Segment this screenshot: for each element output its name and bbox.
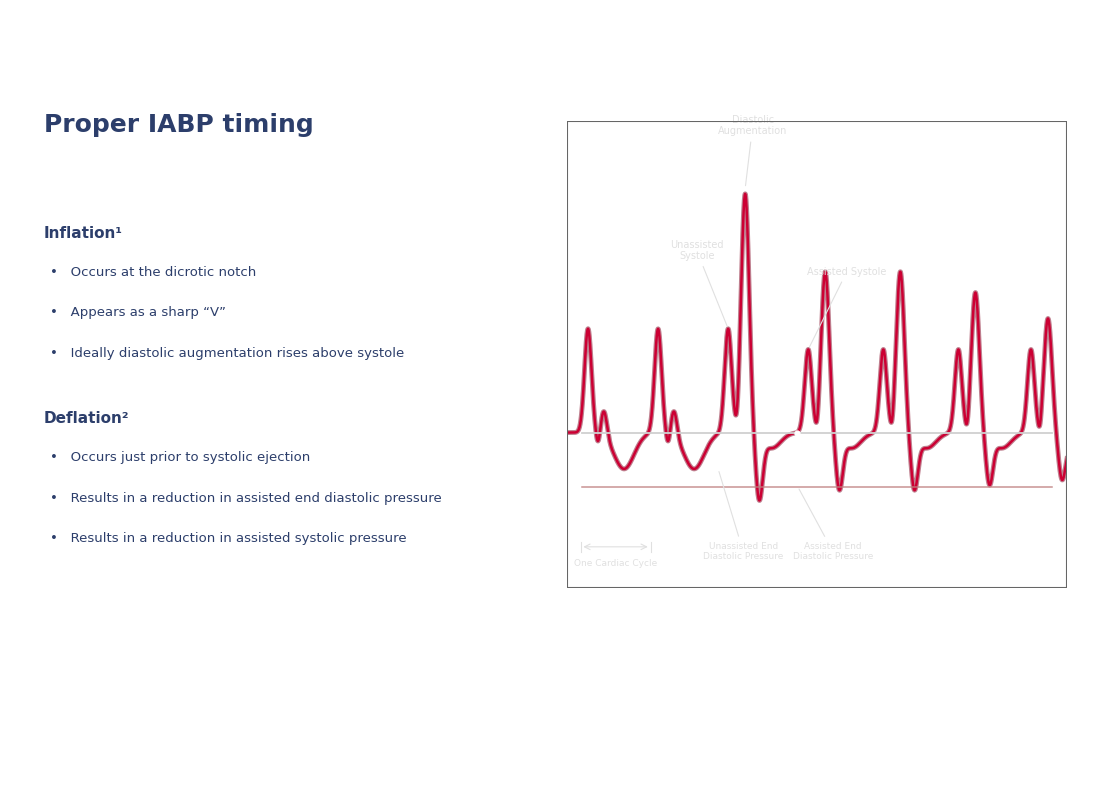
Text: •   Occurs at the dicrotic notch: • Occurs at the dicrotic notch bbox=[50, 266, 255, 279]
Text: •   Results in a reduction in assisted systolic pressure: • Results in a reduction in assisted sys… bbox=[50, 532, 406, 545]
Text: Unassisted End
Diastolic Pressure: Unassisted End Diastolic Pressure bbox=[703, 472, 783, 561]
Text: Deflation²: Deflation² bbox=[44, 411, 130, 426]
Text: •   Occurs just prior to systolic ejection: • Occurs just prior to systolic ejection bbox=[50, 451, 310, 464]
Text: •   Ideally diastolic augmentation rises above systole: • Ideally diastolic augmentation rises a… bbox=[50, 347, 404, 359]
Text: •   Appears as a sharp “V”: • Appears as a sharp “V” bbox=[50, 306, 225, 319]
Text: •   Results in a reduction in assisted end diastolic pressure: • Results in a reduction in assisted end… bbox=[50, 492, 441, 505]
Text: Diastolic
Augmentation: Diastolic Augmentation bbox=[718, 115, 788, 185]
Text: Assisted Systole: Assisted Systole bbox=[807, 267, 887, 347]
Text: Unassisted
Systole: Unassisted Systole bbox=[670, 239, 727, 326]
Text: Proper IABP timing: Proper IABP timing bbox=[44, 113, 313, 137]
Text: Assisted End
Diastolic Pressure: Assisted End Diastolic Pressure bbox=[793, 489, 873, 561]
Text: Inflation¹: Inflation¹ bbox=[44, 226, 123, 241]
Text: One Cardiac Cycle: One Cardiac Cycle bbox=[574, 559, 657, 568]
